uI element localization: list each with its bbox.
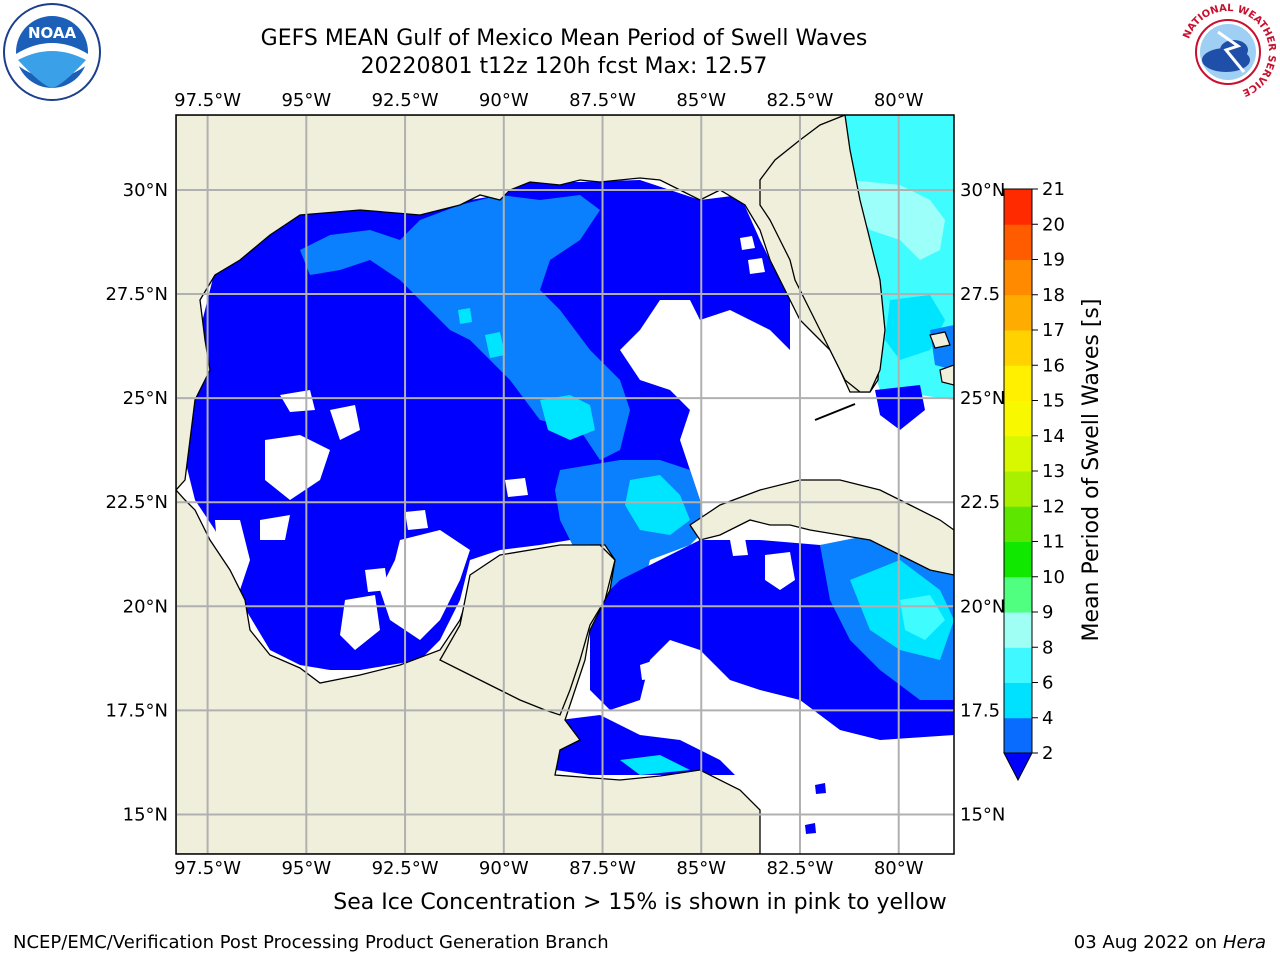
colorbar-segment xyxy=(1004,365,1032,401)
colorbar-tick-label: 12 xyxy=(1042,496,1065,517)
lat-label-left: 27.5°N xyxy=(105,284,168,305)
colorbar-tick-label: 4 xyxy=(1042,708,1053,729)
colorbar-segment xyxy=(1004,400,1032,437)
lon-label-top: 92.5°W xyxy=(372,90,439,111)
lon-label-bottom: 87.5°W xyxy=(569,858,636,879)
colorbar-segment xyxy=(1004,682,1032,719)
map-subtitle: 20220801 t12z 120h fcst Max: 12.57 xyxy=(360,54,768,79)
footer-host: Hera xyxy=(1222,932,1266,953)
colorbar-tick-label: 8 xyxy=(1042,637,1053,658)
lon-label-top: 82.5°W xyxy=(767,90,834,111)
colorbar-tick-label: 14 xyxy=(1042,426,1065,447)
colorbar-tick-label: 19 xyxy=(1042,250,1065,271)
lon-label-top: 97.5°W xyxy=(174,90,241,111)
lat-label-right: 25°N xyxy=(960,388,1005,409)
colorbar-tick-label: 13 xyxy=(1042,461,1065,482)
colorbar-tick-label: 16 xyxy=(1042,355,1065,376)
colorbar-segment xyxy=(1004,541,1032,578)
lon-label-bottom: 82.5°W xyxy=(767,858,834,879)
colorbar-segment xyxy=(1004,294,1032,331)
footer-date: 03 Aug 2022 on Hera xyxy=(1073,932,1266,953)
colorbar-segment xyxy=(1004,330,1032,366)
lat-label-right: 22.5 xyxy=(960,492,1000,513)
land-cuba xyxy=(689,479,954,576)
colorbar-tick-label: 6 xyxy=(1042,673,1053,694)
colorbar-segment xyxy=(1004,189,1032,225)
colorbar-segment xyxy=(1004,471,1032,507)
lon-label-bottom: 97.5°W xyxy=(174,858,241,879)
colorbar-tick-label: 10 xyxy=(1042,567,1065,588)
colorbar-segment xyxy=(1004,435,1032,472)
lon-label-top: 85°W xyxy=(676,90,726,111)
colorbar-segment xyxy=(1004,506,1032,542)
lat-label-left: 22.5°N xyxy=(105,492,168,513)
svg-text:NOAA: NOAA xyxy=(28,24,77,42)
sea-ice-note: Sea Ice Concentration > 15% is shown in … xyxy=(333,890,947,915)
lat-label-left: 30°N xyxy=(123,180,168,201)
lat-label-left: 15°N xyxy=(123,804,168,825)
colorbar-label: Mean Period of Swell Waves [s] xyxy=(1079,299,1104,642)
lon-label-top: 87.5°W xyxy=(569,90,636,111)
lon-label-bottom: 92.5°W xyxy=(372,858,439,879)
colorbar-extend-triangle xyxy=(1003,752,1033,782)
colorbar-segment xyxy=(1004,612,1032,648)
lat-label-left: 20°N xyxy=(123,596,168,617)
lat-label-right: 20°N xyxy=(960,596,1005,617)
colorbar-segment xyxy=(1004,717,1032,754)
lat-label-left: 17.5°N xyxy=(105,700,168,721)
noaa-logo-icon: NOAA xyxy=(3,3,101,101)
swell-band-4-6-gulf xyxy=(300,195,630,460)
map-frame xyxy=(175,114,955,855)
lon-label-bottom: 95°W xyxy=(281,858,331,879)
lat-label-left: 25°N xyxy=(123,388,168,409)
colorbar-segment xyxy=(1004,647,1032,683)
map-title: GEFS MEAN Gulf of Mexico Mean Period of … xyxy=(260,26,868,51)
colorbar-tick-label: 21 xyxy=(1042,179,1065,200)
colorbar-tick-label: 11 xyxy=(1042,532,1065,553)
colorbar-tick-label: 17 xyxy=(1042,320,1065,341)
lon-label-top: 95°W xyxy=(281,90,331,111)
lat-label-right: 30°N xyxy=(960,180,1005,201)
lon-label-top: 90°W xyxy=(479,90,529,111)
lon-label-bottom: 85°W xyxy=(676,858,726,879)
lat-label-right: 17.5 xyxy=(960,700,1000,721)
colorbar-segment xyxy=(1004,576,1032,613)
lon-label-bottom: 90°W xyxy=(479,858,529,879)
footer-credit: NCEP/EMC/Verification Post Processing Pr… xyxy=(13,932,609,953)
lon-label-top: 80°W xyxy=(874,90,924,111)
colorbar-tick-label: 18 xyxy=(1042,285,1065,306)
lat-label-right: 15°N xyxy=(960,804,1005,825)
colorbar-tick-label: 20 xyxy=(1042,214,1065,235)
colorbar-segment xyxy=(1004,224,1032,260)
lon-label-bottom: 80°W xyxy=(874,858,924,879)
swell-band-2-4-gulf xyxy=(185,180,790,670)
colorbar-tick-label: 2 xyxy=(1042,743,1053,764)
colorbar: 2 4 6 8 9 10 11 12 13 14 15 16 17 18 19 20 21 Mean Perio… xyxy=(1003,179,1104,782)
nws-logo-icon: NATIONAL WEATHER SERVICE xyxy=(1180,3,1277,100)
map-gridlines xyxy=(176,115,954,854)
colorbar-segment xyxy=(1004,259,1032,296)
colorbar-tick-label: 15 xyxy=(1042,391,1065,412)
colorbar-tick-label: 9 xyxy=(1042,602,1053,623)
lat-label-right: 27.5 xyxy=(960,284,1000,305)
